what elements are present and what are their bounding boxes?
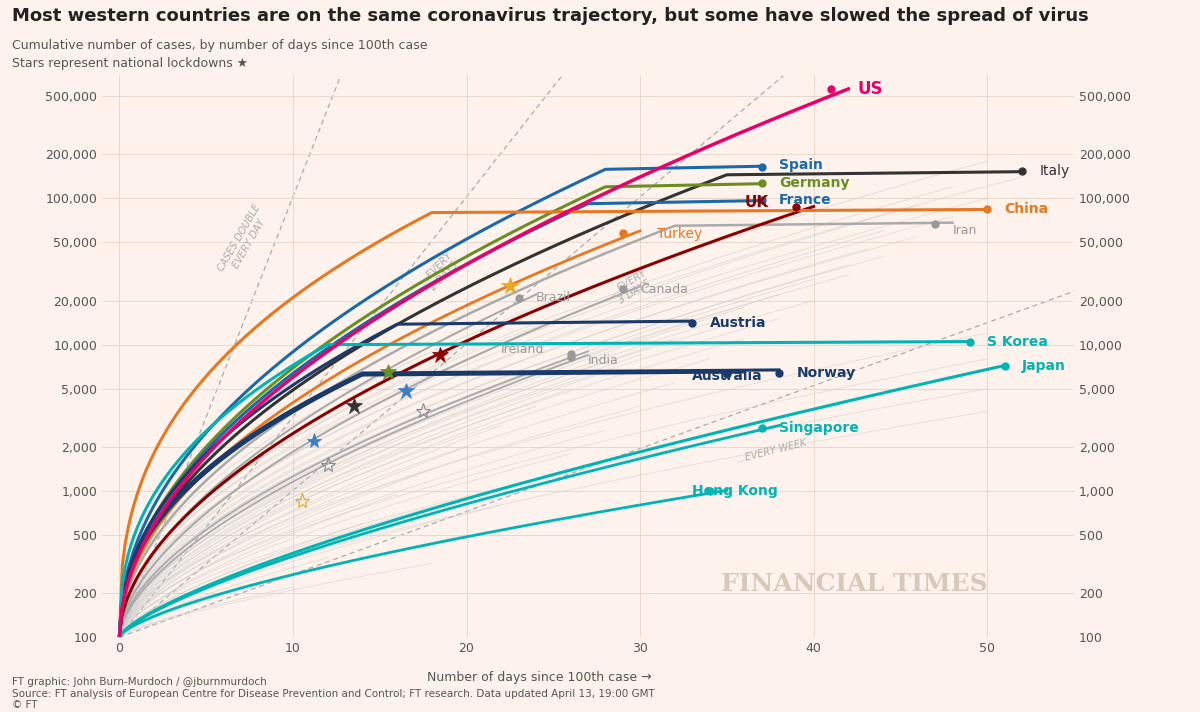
Text: FINANCIAL TIMES: FINANCIAL TIMES (720, 572, 988, 597)
Text: France: France (779, 193, 832, 206)
Text: Ireland: Ireland (502, 343, 545, 357)
Text: S Korea: S Korea (988, 335, 1048, 349)
Text: Canada: Canada (640, 283, 688, 295)
Text: CASES DOUBLE
EVERY DAY: CASES DOUBLE EVERY DAY (216, 203, 272, 279)
Text: Germany: Germany (779, 176, 850, 189)
X-axis label: Number of days since 100th case →: Number of days since 100th case → (427, 671, 652, 684)
Text: Norway: Norway (797, 366, 856, 380)
Text: India: India (588, 354, 619, 367)
Text: UK: UK (744, 196, 768, 211)
Text: Most western countries are on the same coronavirus trajectory, but some have slo: Most western countries are on the same c… (12, 7, 1088, 25)
Text: Singapore: Singapore (779, 421, 859, 435)
Text: Source: FT analysis of European Centre for Disease Prevention and Control; FT re: Source: FT analysis of European Centre f… (12, 689, 655, 699)
Text: Australia: Australia (692, 369, 763, 383)
Text: US: US (857, 80, 882, 98)
Text: Turkey: Turkey (658, 227, 703, 241)
Text: © FT: © FT (12, 700, 37, 710)
Text: ...EVERY
3 DAYS: ...EVERY 3 DAYS (608, 267, 654, 308)
Text: Hong Kong: Hong Kong (692, 484, 778, 498)
Text: Austria: Austria (709, 316, 766, 330)
Text: Italy: Italy (1039, 164, 1069, 177)
Text: FT graphic: John Burn-Murdoch / @jburnmurdoch: FT graphic: John Burn-Murdoch / @jburnmu… (12, 677, 266, 687)
Text: ...EVERY WEEK: ...EVERY WEEK (736, 438, 808, 465)
Text: ...EVERY
2 DAYS: ...EVERY 2 DAYS (419, 250, 462, 295)
Text: Spain: Spain (779, 159, 823, 172)
Text: Iran: Iran (953, 224, 977, 237)
Text: Cumulative number of cases, by number of days since 100th case: Cumulative number of cases, by number of… (12, 39, 427, 52)
Text: Stars represent national lockdowns ★: Stars represent national lockdowns ★ (12, 57, 248, 70)
Text: Brazil: Brazil (536, 291, 571, 304)
Text: China: China (1004, 202, 1049, 216)
Text: Japan: Japan (1022, 359, 1066, 372)
